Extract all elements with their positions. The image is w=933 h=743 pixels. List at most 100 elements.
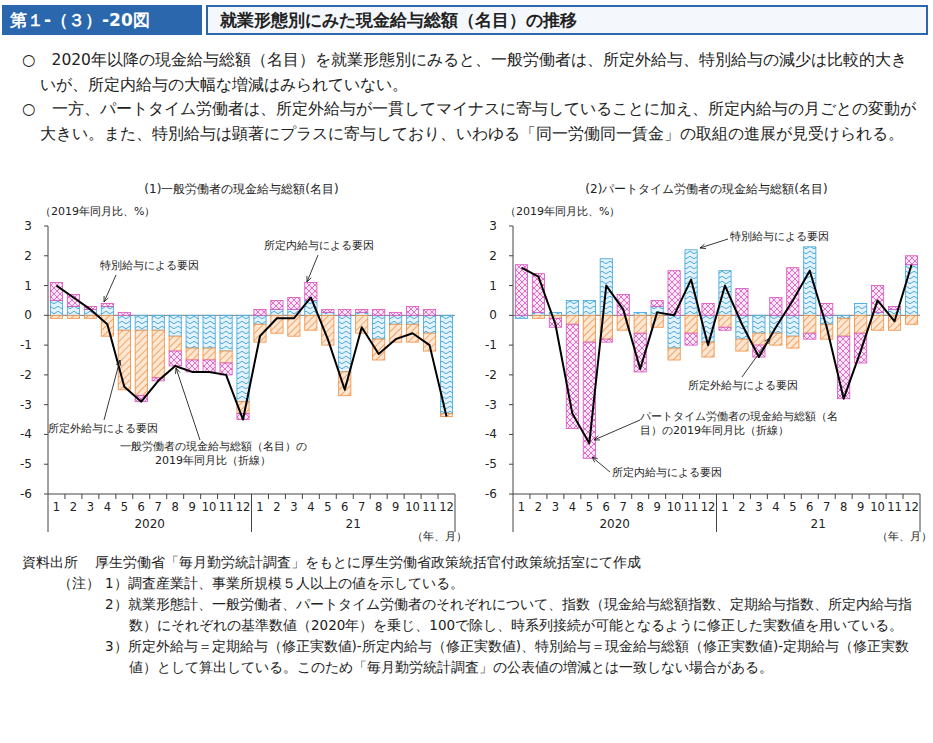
year-label: 2020 — [134, 517, 165, 531]
year-label: 21 — [811, 517, 826, 531]
x-tick-label: 8 — [637, 500, 644, 514]
bar — [101, 306, 113, 315]
y-tick-label: 3 — [24, 219, 32, 233]
x-tick-label: 8 — [840, 500, 847, 514]
x-tick-label: 4 — [772, 500, 779, 514]
bar — [288, 297, 300, 309]
y-axis-label: （2019年同月比、%） — [40, 205, 155, 218]
bar — [271, 300, 283, 309]
x-boundary-tick — [614, 494, 615, 499]
y-tick-label: -6 — [485, 487, 497, 501]
x-boundary-tick — [200, 494, 201, 499]
x-tick-label: 6 — [603, 500, 610, 514]
x-tick-label: 5 — [586, 500, 593, 514]
x-boundary-tick — [455, 494, 456, 532]
x-boundary-tick — [353, 494, 354, 499]
x-boundary-tick — [166, 494, 167, 499]
x-tick-label: 6 — [806, 500, 813, 514]
bar — [406, 315, 418, 324]
chart-title: (1)一般労働者の現金給与総額(名目) — [144, 182, 338, 196]
notes-list: 1）調査産業計、事業所規模５人以上の値を示している。2）就業形態計、一般労働者、… — [105, 573, 923, 678]
x-tick-label: 9 — [653, 500, 660, 514]
leader-arrow — [765, 338, 770, 344]
y-tick-label: -2 — [485, 368, 497, 382]
x-boundary-tick — [217, 494, 218, 499]
bullet: ○ 一方、パートタイム労働者は、所定外給与が一貫してマイナスに寄与していることに… — [22, 97, 917, 146]
x-tick-label: 11 — [422, 500, 437, 514]
y-tick — [44, 285, 48, 286]
bar — [101, 303, 113, 306]
bar — [373, 309, 385, 315]
x-tick-label: 9 — [392, 500, 399, 514]
plot-area — [515, 247, 917, 458]
series-label: 特別給与による要因 — [730, 230, 880, 244]
y-axis-label: （2019年同月比、%） — [505, 205, 620, 218]
bar — [220, 351, 232, 363]
y-tick — [44, 434, 48, 435]
bar — [152, 330, 164, 378]
bar — [67, 315, 79, 318]
y-tick — [509, 464, 513, 465]
y-tick — [44, 494, 48, 495]
bar — [804, 247, 816, 315]
bar — [186, 348, 198, 360]
x-tick-label: 8 — [375, 500, 382, 514]
chart: (1)一般労働者の現金給与総額(名目)（2019年同月比、%）-6-5-4-3-… — [20, 182, 467, 543]
y-tick — [509, 285, 513, 286]
x-boundary-tick — [784, 494, 785, 499]
series-label: 所定内給与による要因 — [264, 239, 414, 253]
x-tick-label: 11 — [887, 500, 902, 514]
x-boundary-tick — [648, 494, 649, 499]
y-tick — [509, 345, 513, 346]
page: 第１-（３）-20図就業形態別にみた現金給与総額（名目）の推移○ 2020年以降… — [0, 0, 933, 743]
y-tick-label: 1 — [24, 279, 32, 293]
source-label: 資料出所 — [22, 552, 78, 573]
x-boundary-tick — [733, 494, 734, 499]
x-tick-label: 7 — [358, 500, 365, 514]
bar — [702, 303, 714, 315]
y-tick — [44, 255, 48, 256]
y-tick-label: -1 — [20, 338, 32, 352]
x-boundary-tick — [835, 494, 836, 499]
bar — [356, 309, 368, 312]
y-tick — [44, 374, 48, 375]
bar — [169, 315, 181, 336]
x-axis-label: （年、月） — [877, 530, 932, 543]
x-tick-label: 2 — [273, 500, 280, 514]
bar — [549, 315, 561, 318]
bar — [50, 283, 62, 301]
bar — [67, 306, 79, 315]
x-boundary-tick — [48, 494, 49, 532]
note-item: 1）調査産業計、事業所規模５人以上の値を示している。 — [105, 573, 923, 594]
bar — [423, 309, 435, 315]
x-boundary-tick — [421, 494, 422, 499]
series-label: 一般労働者の現金給与総額（名目）の2019年同月比（折線） — [118, 440, 308, 468]
series-label: 所定外給与による要因 — [48, 422, 198, 436]
chart: (2)パートタイム労働者の現金給与総額(名目)（2019年同月比、%）-6-5-… — [485, 182, 932, 543]
bar — [838, 315, 850, 318]
bar — [871, 315, 883, 330]
figure-number: 第１-（３）-20図 — [2, 5, 202, 35]
y-tick — [509, 255, 513, 256]
x-tick-label: 3 — [755, 500, 762, 514]
bar — [600, 339, 612, 342]
y-tick-label: -3 — [485, 398, 497, 412]
x-boundary-tick — [699, 494, 700, 499]
bar — [203, 348, 215, 360]
plot-area — [50, 283, 452, 420]
x-boundary-tick — [886, 494, 887, 499]
x-boundary-tick — [920, 494, 921, 532]
bullets: ○ 2020年以降の現金給与総額（名目）を就業形態別にみると、一般労働者は、所定… — [22, 48, 917, 146]
bar — [566, 315, 578, 324]
x-tick-label: 1 — [256, 500, 263, 514]
bar — [736, 339, 748, 351]
bar — [753, 333, 765, 345]
leader-line — [307, 255, 318, 282]
x-tick-label: 1 — [518, 500, 525, 514]
series-label: パートタイム労働者の現金給与総額（名目）の2019年同月比（折線） — [640, 410, 852, 438]
note-item: 2）就業形態計、一般労働者、パートタイム労働者のそれぞれについて、指数（現金給与… — [105, 594, 923, 636]
bar — [736, 289, 748, 316]
series-label: 所定外給与による要因 — [688, 379, 838, 393]
bar — [566, 300, 578, 315]
x-tick-label: 12 — [701, 500, 716, 514]
